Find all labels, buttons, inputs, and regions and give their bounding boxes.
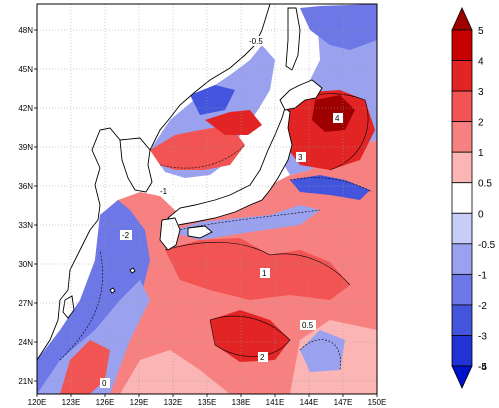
x-tick-label: 138E — [232, 398, 251, 407]
ocean-red-core-1 — [165, 238, 350, 300]
y-tick-label: 42N — [18, 104, 33, 113]
sea-of-japan-red-band-north — [205, 110, 262, 135]
contour-label-2: -1 — [160, 187, 168, 196]
shikoku — [187, 225, 213, 239]
colorbar: 5 4 3 2 1 0.5 0 -0.5 -1 -2 -3 -4-5 — [451, 7, 496, 389]
contour-label-9: 4 — [335, 114, 340, 123]
ryukyu-island-2 — [129, 267, 136, 274]
colorbar-label: -1 — [478, 270, 487, 281]
honshu — [167, 107, 293, 226]
contour-label-3: -2 — [122, 231, 130, 240]
y-tick-label: 48N — [18, 26, 33, 35]
colorbar-segment — [451, 151, 473, 184]
colorbar-label: -0.5 — [478, 240, 496, 251]
contour-line-2 — [169, 209, 321, 233]
contour-labels: -0.5 -1 -2 0 0.5 1 2 3 4 — [100, 36, 343, 388]
x-tick-label: 144E — [300, 398, 319, 407]
colorbar-segment — [451, 60, 473, 92]
y-tick-label: 21N — [18, 377, 33, 386]
y-tick-label: 33N — [18, 221, 33, 230]
ocean-pink-light-1 — [120, 350, 230, 394]
colorbar-segment — [451, 335, 473, 367]
contour-lines — [59, 144, 373, 371]
contour-label-5: 0.5 — [302, 321, 314, 330]
contour-line-5 — [299, 339, 341, 371]
colorbar-label: 3 — [478, 87, 484, 98]
x-tick-label: 123E — [62, 398, 81, 407]
ryukyu-island-1 — [109, 287, 116, 294]
contour-label-8: 3 — [298, 153, 303, 162]
colorbar-label: 1 — [478, 148, 484, 159]
ocean-blue-west — [37, 200, 150, 394]
y-tick-label: 27N — [18, 299, 33, 308]
okhotsk-blue — [300, 4, 377, 50]
x-tick-label: 141E — [266, 398, 285, 407]
colorbar-segment — [451, 243, 473, 275]
colorbar-segment — [451, 304, 473, 336]
x-tick-label: 150E — [368, 398, 387, 407]
y-tick-label: 36N — [18, 182, 33, 191]
sea-of-japan-blue-core — [190, 85, 235, 115]
ocean-anomaly-field — [37, 4, 377, 394]
x-tick-label: 126E — [96, 398, 115, 407]
ocean-blue-patch-south — [300, 330, 345, 372]
colorbar-segment — [451, 29, 473, 61]
y-axis: 21N 24N 27N 30N 33N 36N 39N 42N 45N 48N — [18, 26, 37, 386]
colorbar-label: 0 — [478, 209, 484, 220]
contour-line-solid-2 — [209, 315, 291, 357]
colorbar-segment — [451, 182, 473, 214]
colorbar-label: -4 — [478, 362, 487, 373]
y-tick-label: 45N — [18, 65, 33, 74]
x-tick-label: 135E — [198, 398, 217, 407]
x-tick-label: 132E — [164, 398, 183, 407]
sakhalin — [285, 7, 301, 71]
colorbar-label: 2 — [478, 118, 484, 129]
pacific-blue-stripe — [290, 175, 370, 200]
colorbar-segment — [451, 212, 473, 245]
kyushu — [159, 217, 181, 251]
x-tick-label: 129E — [130, 398, 149, 407]
ocean-red-core-3 — [60, 340, 110, 394]
contour-line-solid-1 — [164, 242, 351, 286]
x-tick-label: 147E — [334, 398, 353, 407]
x-axis: 120E 123E 126E 129E 132E 135E 138E 141E 144E 147E… — [28, 394, 387, 407]
ocean-red-core-2 — [210, 310, 290, 362]
y-tick-label: 30N — [18, 260, 33, 269]
colorbar-max-triangle — [451, 7, 473, 31]
colorbar-label: -2 — [478, 301, 487, 312]
sea-of-japan-red-band — [150, 125, 245, 170]
contour-line-3 — [159, 144, 246, 169]
x-tick-label: 120E — [28, 398, 47, 407]
y-tick-label: 24N — [18, 338, 33, 347]
colorbar-segment — [451, 273, 473, 306]
contour-label-7: 2 — [260, 353, 265, 362]
ocean-blue-west-light — [37, 280, 150, 394]
land-masses — [37, 4, 323, 361]
korean-peninsula — [119, 137, 153, 193]
colorbar-segment — [451, 90, 473, 123]
colorbar-label: -5 — [478, 362, 487, 373]
y-tick-label: 39N — [18, 143, 33, 152]
colorbar-min-triangle — [451, 365, 473, 389]
colorbar-label: 0.5 — [478, 179, 492, 190]
colorbar-segment — [451, 121, 473, 153]
contour-label-4: 0 — [102, 379, 107, 388]
colorbar-label: 5 — [478, 26, 484, 37]
contour-label-1: -0.5 — [249, 37, 263, 46]
contour-label-6: 1 — [262, 269, 267, 278]
hokkaido — [279, 79, 323, 111]
colorbar-label: -3 — [478, 331, 487, 342]
colorbar-label: 4 — [478, 57, 484, 68]
